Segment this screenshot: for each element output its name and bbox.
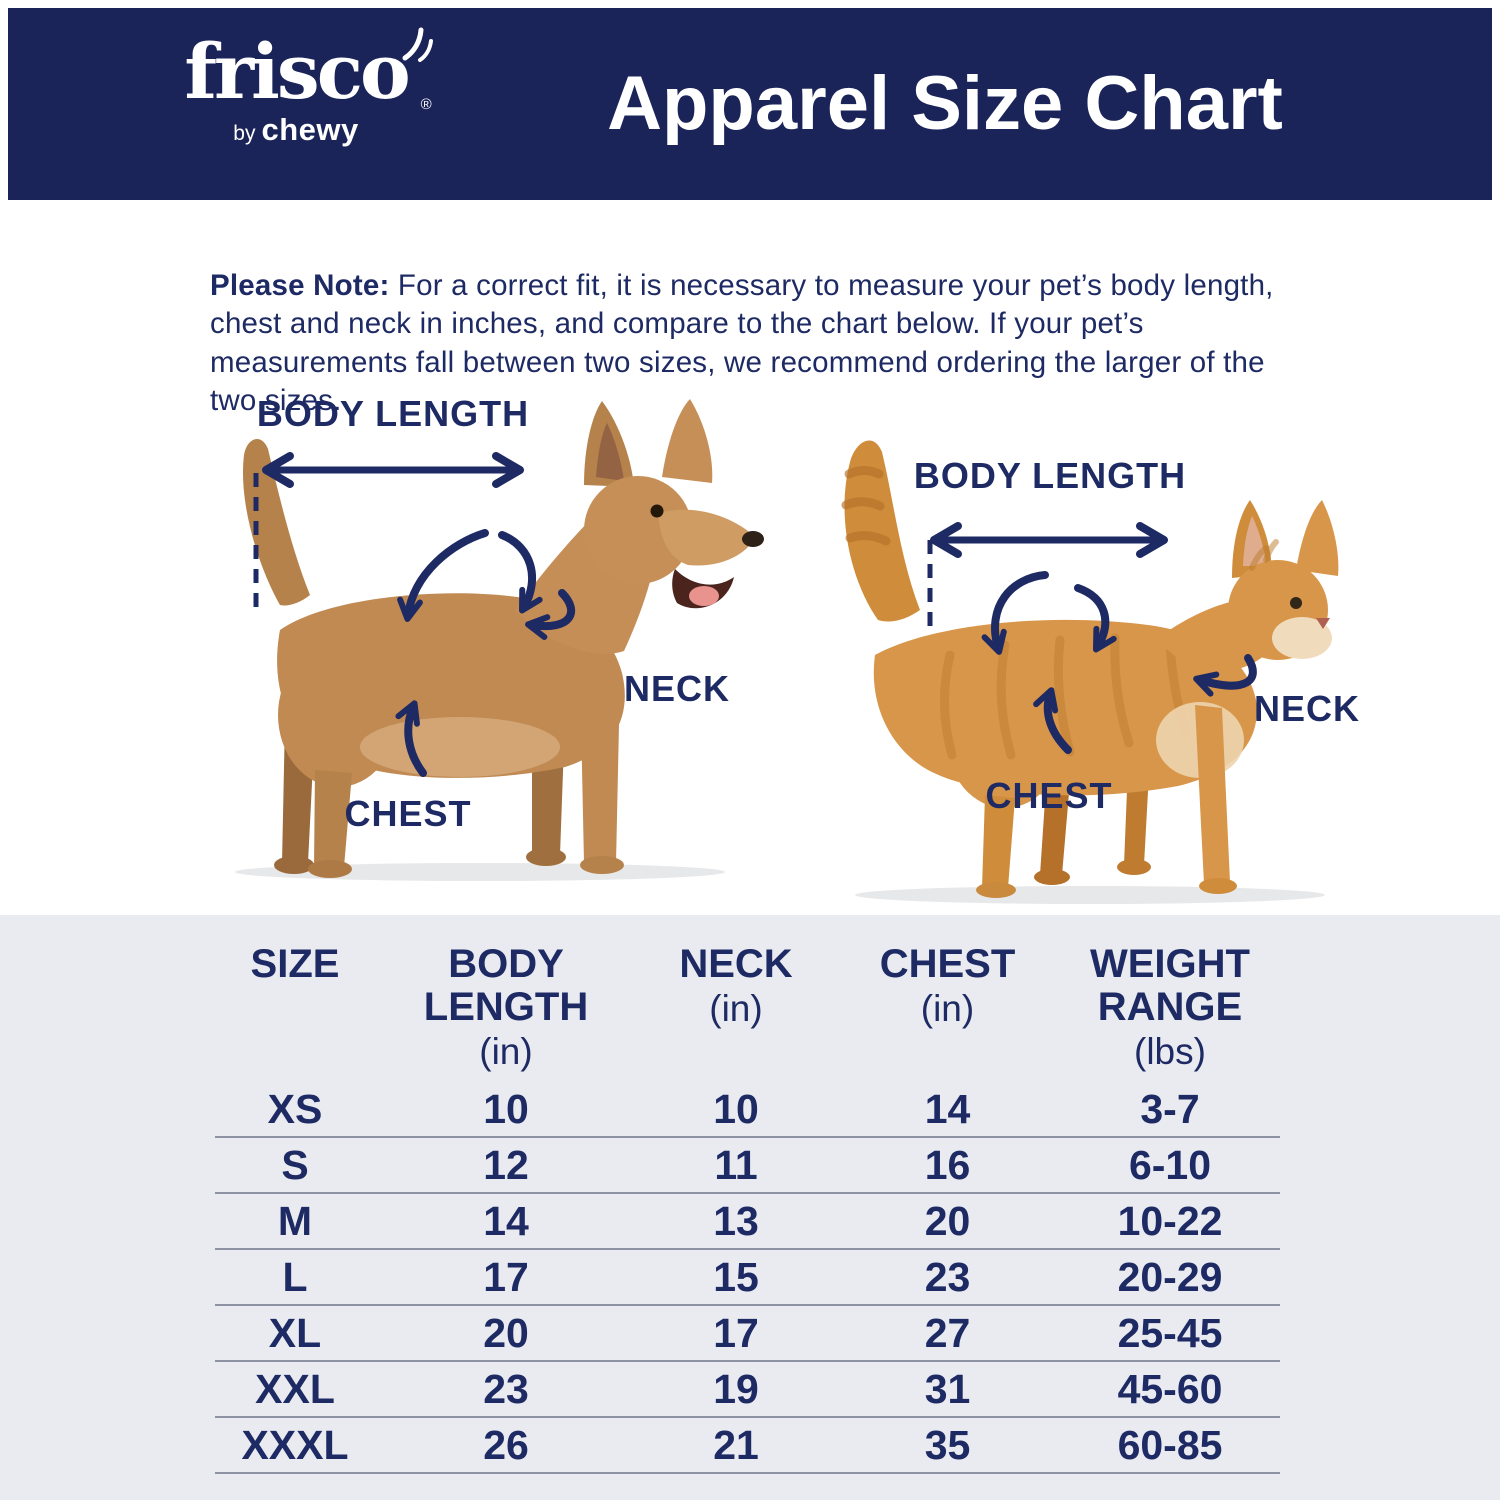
column-header-chest: CHEST (in): [879, 942, 1016, 1030]
cat-neck-arrow-icon: [1193, 654, 1257, 697]
byline-prefix: by: [233, 122, 256, 145]
size-cell: XS: [267, 1085, 323, 1132]
chest-cell: 27: [924, 1309, 971, 1356]
weight-range-cell: 6-10: [1128, 1141, 1212, 1188]
dog-chest-arrow-icon: [395, 700, 427, 777]
column-header-neck: NECK (in): [679, 942, 793, 1030]
cat-girth-arrow-icon: [981, 571, 1049, 655]
table-row: L 17 15 23 20-29: [215, 1250, 1280, 1306]
table-row: XS 10 10 14 3-7: [215, 1082, 1280, 1138]
dog-girth-arrow-icon: [397, 529, 489, 622]
body-length-cell: 23: [483, 1365, 529, 1412]
body-length-cell: 26: [483, 1421, 529, 1468]
chest-cell: 23: [924, 1253, 971, 1300]
weight-range-cell: 25-45: [1117, 1309, 1223, 1356]
column-header-weight-range: WEIGHT RANGE (lbs): [1090, 942, 1250, 1073]
cat-chest-label: CHEST: [985, 775, 1113, 816]
weight-range-cell: 10-22: [1117, 1197, 1223, 1244]
neck-cell: 13: [713, 1197, 759, 1244]
chest-cell: 14: [924, 1085, 971, 1132]
chest-cell: 20: [924, 1197, 971, 1244]
frisco-logo: frisco ® by chewy: [156, 27, 436, 145]
weight-range-cell: 60-85: [1117, 1421, 1223, 1468]
frisco-brand-text: frisco: [184, 27, 410, 116]
body-length-cell: 17: [483, 1253, 529, 1300]
chest-cell: 16: [924, 1141, 971, 1188]
table-row: XXXL 26 21 35 60-85: [215, 1418, 1280, 1474]
cat-body-length-label: BODY LENGTH: [913, 455, 1187, 496]
cat-measurement-figure: BODY LENGTH NECK CHEST: [800, 410, 1440, 910]
size-table: SIZE BODY LENGTH (in) NECK (in) CHEST (i…: [215, 942, 1280, 1474]
size-cell: M: [277, 1197, 313, 1244]
column-header-size: SIZE: [250, 942, 340, 986]
page-title: Apparel Size Chart: [607, 61, 1283, 146]
table-row: XXL 23 19 31 45-60: [215, 1362, 1280, 1418]
cat-body-length-arrow-icon: [930, 522, 1168, 558]
by-chewy-byline: by chewy: [156, 114, 436, 145]
body-length-cell: 12: [483, 1141, 529, 1188]
neck-cell: 21: [713, 1421, 759, 1468]
size-table-section: SIZE BODY LENGTH (in) NECK (in) CHEST (i…: [0, 915, 1500, 1500]
dog-body-length-arrow-icon: [262, 452, 524, 488]
size-cell: XXXL: [241, 1421, 349, 1468]
dog-illustration: [235, 399, 764, 881]
weight-range-cell: 45-60: [1117, 1365, 1223, 1412]
neck-cell: 19: [713, 1365, 759, 1412]
cat-withers-arrow-icon: [1074, 584, 1117, 653]
dog-body-length-label: BODY LENGTH: [256, 393, 530, 434]
note-label: Please Note:: [210, 268, 390, 302]
size-cell: XXL: [255, 1365, 335, 1412]
body-length-cell: 14: [483, 1197, 529, 1244]
chewy-brand-text: chewy: [261, 112, 359, 147]
cat-tail-reference-dashed-line: [927, 540, 933, 635]
header-banner: frisco ® by chewy Apparel Size Chart: [8, 8, 1492, 200]
weight-range-cell: 3-7: [1140, 1085, 1200, 1132]
body-length-cell: 10: [483, 1085, 529, 1132]
neck-cell: 17: [713, 1309, 759, 1356]
cat-neck-label: NECK: [1253, 688, 1361, 729]
dog-withers-arrow-icon: [498, 531, 543, 614]
frisco-wordmark: frisco ®: [184, 27, 433, 112]
dog-neck-label: NECK: [623, 668, 731, 709]
table-row: XL 20 17 27 25-45: [215, 1306, 1280, 1362]
dog-measurement-figure: BODY LENGTH NECK CHEST: [180, 385, 790, 885]
dog-tail-reference-dashed-line: [253, 473, 259, 613]
note-text: For a correct fit, it is necessary to me…: [210, 268, 1274, 418]
dog-neck-arrow-icon: [525, 589, 576, 640]
size-cell: XL: [268, 1309, 322, 1356]
table-row: S 12 11 16 6-10: [215, 1138, 1280, 1194]
registered-trademark-icon: ®: [420, 96, 432, 113]
cat-chest-arrow-icon: [1033, 687, 1072, 754]
body-length-cell: 20: [483, 1309, 529, 1356]
neck-cell: 10: [713, 1085, 759, 1132]
chest-cell: 35: [924, 1421, 971, 1468]
dog-chest-label: CHEST: [344, 793, 472, 834]
table-row: M 14 13 20 10-22: [215, 1194, 1280, 1250]
cat-illustration: [841, 440, 1339, 904]
fit-note: Please Note: For a correct fit, it is ne…: [210, 267, 1292, 422]
neck-cell: 15: [713, 1253, 759, 1300]
size-cell: S: [281, 1141, 309, 1188]
neck-cell: 11: [714, 1141, 758, 1188]
column-header-body-length: BODY LENGTH (in): [423, 942, 589, 1073]
chest-cell: 31: [924, 1365, 971, 1412]
weight-range-cell: 20-29: [1117, 1253, 1223, 1300]
size-cell: L: [282, 1253, 308, 1300]
frisco-swoosh-icon: [402, 27, 433, 62]
size-table-header: SIZE BODY LENGTH (in) NECK (in) CHEST (i…: [215, 942, 1280, 1082]
